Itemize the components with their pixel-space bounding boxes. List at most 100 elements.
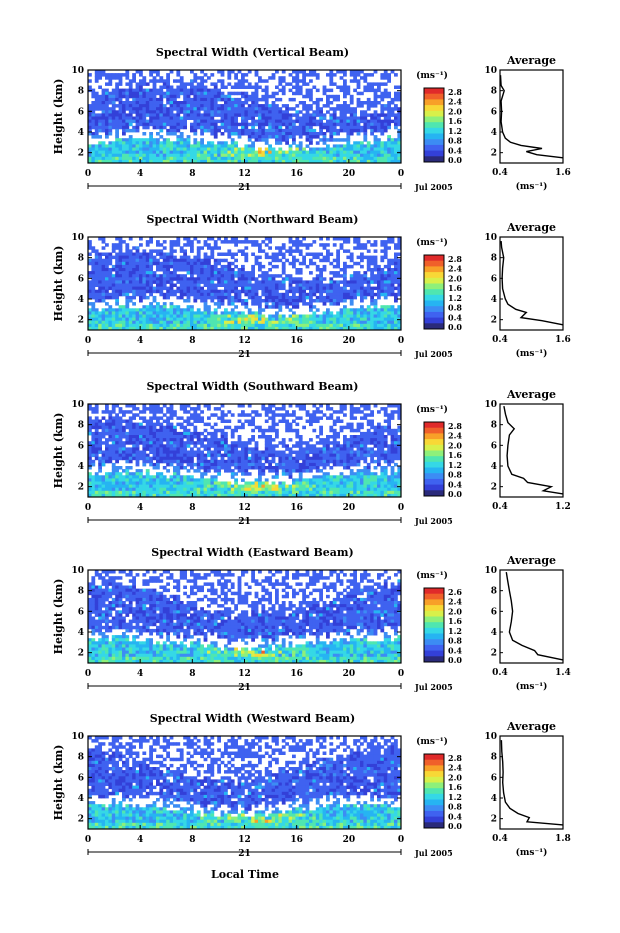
heatmap-cell — [129, 447, 133, 451]
heatmap-cell — [231, 151, 235, 155]
heatmap-cell — [302, 79, 306, 83]
heatmap-cell — [91, 277, 95, 281]
heatmap-cell — [329, 321, 333, 325]
heatmap-cell — [207, 129, 211, 133]
heatmap-cell — [336, 144, 340, 148]
heatmap-cell — [176, 113, 180, 117]
heatmap-cell — [353, 324, 357, 328]
heatmap-cell — [108, 420, 112, 424]
heatmap-cell — [221, 315, 225, 319]
heatmap-cell — [183, 287, 187, 291]
heatmap-cell — [153, 318, 157, 322]
heatmap-cell — [285, 259, 289, 263]
heatmap-cell — [108, 451, 112, 455]
heatmap-cell — [312, 86, 316, 90]
heatmap-cell — [163, 305, 167, 309]
heatmap-cell — [112, 104, 116, 108]
heatmap-cell — [129, 284, 133, 288]
heatmap-cell — [122, 265, 126, 269]
heatmap-cell — [336, 154, 340, 158]
heatmap-cell — [217, 262, 221, 266]
heatmap-cell — [261, 113, 265, 117]
heatmap-cell — [183, 482, 187, 486]
heatmap-cell — [176, 151, 180, 155]
heatmap-cell — [289, 73, 293, 77]
heatmap-cell — [193, 262, 197, 266]
heatmap-cell — [190, 447, 194, 451]
heatmap-cell — [139, 296, 143, 300]
heatmap-cell — [241, 104, 245, 108]
heatmap-cell — [166, 268, 170, 272]
panel-1: Spectral Width (Vertical Beam)Height (km… — [52, 46, 571, 193]
heatmap-cell — [156, 154, 160, 158]
heatmap-cell — [384, 154, 388, 158]
heatmap-cell — [187, 457, 191, 461]
heatmap-cell — [149, 249, 153, 253]
heatmap-cell — [98, 426, 102, 430]
heatmap-cell — [384, 280, 388, 284]
heatmap-cell — [329, 287, 333, 291]
heatmap-cell — [129, 129, 133, 133]
heatmap-cell — [115, 98, 119, 102]
heatmap-cell — [204, 305, 208, 309]
heatmap-cell — [95, 107, 99, 111]
heatmap-cell — [112, 472, 116, 476]
heatmap-cell — [241, 82, 245, 86]
heatmap-cell — [108, 262, 112, 266]
heatmap-cell — [156, 79, 160, 83]
heatmap-cell — [108, 92, 112, 96]
heatmap-cell — [248, 296, 252, 300]
heatmap-cell — [231, 117, 235, 121]
heatmap-cell — [91, 101, 95, 105]
heatmap-cell — [384, 324, 388, 328]
heatmap-cell — [238, 154, 242, 158]
heatmap-cell — [129, 110, 133, 114]
heatmap-cell — [193, 432, 197, 436]
heatmap-cell — [166, 262, 170, 266]
heatmap-cell — [156, 262, 160, 266]
heatmap-cell — [319, 117, 323, 121]
heatmap-cell — [248, 311, 252, 315]
heatmap-cell — [255, 98, 259, 102]
heatmap-cell — [142, 447, 146, 451]
heatmap-cell — [227, 268, 231, 272]
heatmap-cell — [217, 129, 221, 133]
heatmap-cell — [200, 488, 204, 492]
heatmap-cell — [350, 154, 354, 158]
heatmap-cell — [187, 262, 191, 266]
heatmap-cell — [146, 454, 150, 458]
heatmap-cell — [95, 438, 99, 442]
heatmap-cell — [221, 82, 225, 86]
heatmap-cell — [353, 157, 357, 161]
heatmap-cell — [340, 280, 344, 284]
heatmap-cell — [255, 287, 259, 291]
heatmap-cell — [272, 73, 276, 77]
heatmap-cell — [91, 262, 95, 266]
heatmap-cell — [149, 475, 153, 479]
heatmap-cell — [380, 98, 384, 102]
heatmap-cell — [217, 89, 221, 93]
heatmap-cell — [193, 491, 197, 495]
colorbar-segment — [424, 306, 444, 312]
heatmap-cell — [360, 243, 364, 247]
heatmap-cell — [136, 101, 140, 105]
heatmap-cell — [98, 268, 102, 272]
heatmap-cell — [176, 101, 180, 105]
heatmap-cell — [95, 444, 99, 448]
heatmap-cell — [387, 308, 391, 312]
heatmap-cell — [241, 284, 245, 288]
heatmap-cell — [197, 249, 201, 253]
heatmap-cell — [333, 299, 337, 303]
heatmap-cell — [108, 79, 112, 83]
heatmap-cell — [153, 485, 157, 489]
heatmap-cell — [153, 299, 157, 303]
heatmap-cell — [336, 284, 340, 288]
heatmap-cell — [91, 305, 95, 309]
colorbar-tick-label: 0.8 — [448, 303, 462, 313]
heatmap-cell — [197, 469, 201, 473]
heatmap-cell — [377, 265, 381, 269]
heatmap-cell — [326, 299, 330, 303]
heatmap-cell — [238, 107, 242, 111]
heatmap-cell — [302, 104, 306, 108]
heatmap-cell — [285, 132, 289, 136]
